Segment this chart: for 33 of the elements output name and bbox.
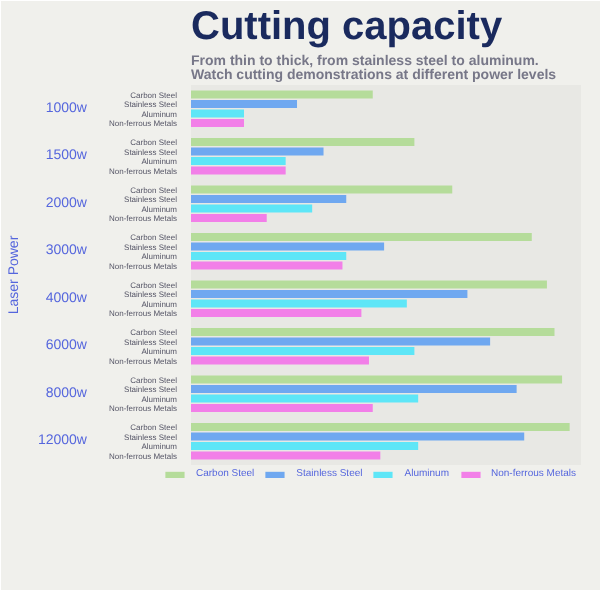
bar — [191, 394, 419, 403]
bar — [191, 384, 517, 394]
bar — [191, 299, 407, 308]
bar — [191, 346, 415, 356]
chart-title: Cutting capacity — [191, 5, 504, 49]
bar — [191, 280, 547, 289]
bar — [191, 403, 373, 413]
bar — [191, 166, 286, 175]
bar — [191, 213, 267, 223]
bar — [191, 109, 245, 118]
bar — [191, 327, 555, 337]
bar — [191, 137, 415, 147]
bar — [191, 99, 298, 109]
bar — [191, 356, 369, 365]
bar — [191, 185, 453, 194]
bar — [191, 289, 468, 299]
bar — [191, 204, 313, 213]
bar — [191, 451, 381, 460]
bar — [191, 261, 343, 270]
bar — [191, 118, 245, 128]
bar — [191, 242, 385, 251]
bar — [191, 194, 347, 204]
bar — [191, 441, 419, 451]
bar — [191, 422, 570, 432]
bar — [191, 251, 347, 261]
bar — [191, 156, 286, 166]
bar — [191, 375, 563, 384]
bar — [191, 432, 525, 441]
bar — [191, 337, 491, 346]
bar — [191, 90, 373, 99]
bar — [191, 308, 362, 318]
bar — [191, 232, 532, 242]
bar — [191, 147, 324, 156]
